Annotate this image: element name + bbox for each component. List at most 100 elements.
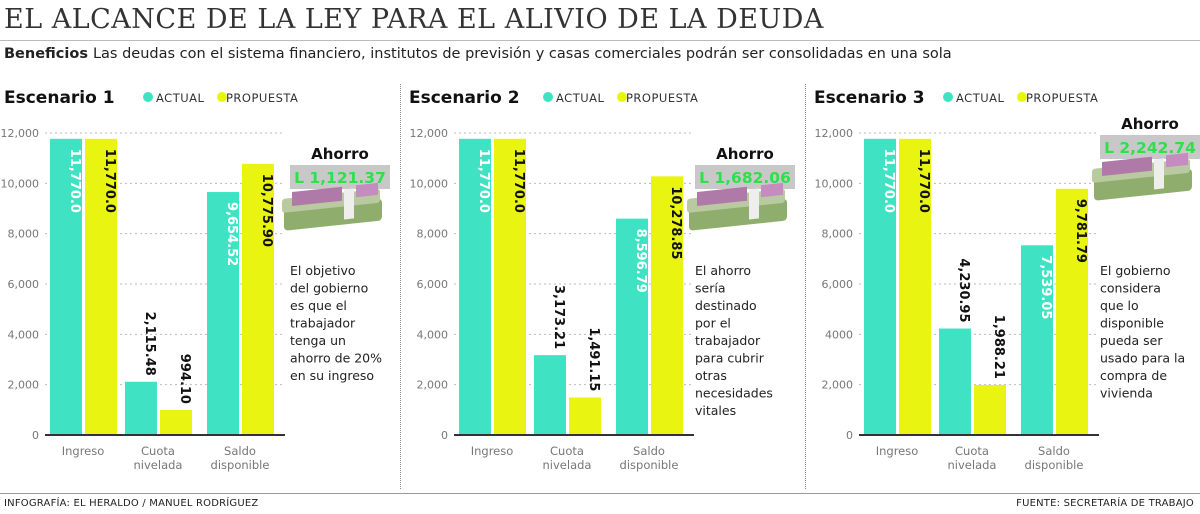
bar-propuesta <box>494 138 526 435</box>
bar-propuesta <box>160 409 192 435</box>
panel-separator <box>400 84 401 489</box>
note-line: para cubrir <box>695 351 765 366</box>
note-line: ahorro de 20% <box>290 351 382 366</box>
ahorro-label: Ahorro <box>716 145 774 163</box>
chart-escenario-2: Escenario 2 ACTUAL PROPUESTA 0 2,000 4,000 6,0… <box>409 88 795 472</box>
x-tick-label: Cuota <box>141 444 175 458</box>
legend-swatch-propuesta <box>1017 92 1027 102</box>
money-band <box>344 188 354 220</box>
y-tick-label: 6,000 <box>417 278 449 291</box>
x-tick-label: nivelada <box>543 458 592 472</box>
x-tick-label: disponible <box>1025 458 1084 472</box>
data-label: 9,654.52 <box>224 202 239 266</box>
x-tick-label: Cuota <box>550 444 584 458</box>
money-bill-print <box>292 186 342 206</box>
note-line: vitales <box>695 403 736 418</box>
y-tick-label: 12,000 <box>1 127 40 140</box>
data-label: 10,278.85 <box>668 186 683 259</box>
bar-actual <box>939 328 971 435</box>
note-line: que lo <box>1100 298 1139 313</box>
note-line: compra de <box>1100 368 1167 383</box>
note-line: El gobierno <box>1100 263 1171 278</box>
y-tick-label: 4000 <box>825 328 853 341</box>
money-band <box>749 188 759 220</box>
chart-title: Escenario 3 <box>814 88 925 108</box>
bar-propuesta <box>974 384 1006 435</box>
money-bill-print <box>761 182 783 198</box>
data-label: 11,770.0 <box>881 149 896 213</box>
data-label: 1,988.21 <box>991 315 1006 379</box>
chart-title: Escenario 1 <box>4 88 115 108</box>
chart-title: Escenario 2 <box>409 88 520 108</box>
y-tick-label: 12,000 <box>815 127 854 140</box>
legend-label-actual: ACTUAL <box>156 91 205 105</box>
subtitle: Beneficios Las deudas con el sistema fina… <box>4 46 952 62</box>
note-line: es que el <box>290 298 347 313</box>
bar-actual <box>1021 245 1053 435</box>
y-tick-label: 8,000 <box>8 228 40 241</box>
data-label: 3,173.21 <box>551 285 566 349</box>
money-stack-icon <box>687 182 787 231</box>
legend-label-actual: ACTUAL <box>556 91 605 105</box>
data-label: 11,770.0 <box>102 149 117 213</box>
bar-actual <box>50 138 82 435</box>
x-tick-label: disponible <box>620 458 679 472</box>
ahorro-value: L 1,121.37 <box>294 169 386 187</box>
infographic-title: EL ALCANCE DE LA LEY PARA EL ALIVIO DE L… <box>4 4 824 35</box>
note-line: El objetivo <box>290 263 356 278</box>
note-line: destinado <box>695 298 757 313</box>
legend-label-propuesta: PROPUESTA <box>1026 91 1098 105</box>
y-tick-label: 12,000 <box>410 127 449 140</box>
note-line: disponible <box>1100 316 1164 331</box>
bar-propuesta <box>899 138 931 435</box>
x-tick-label: Ingreso <box>876 444 919 458</box>
legend-swatch-propuesta <box>217 92 227 102</box>
x-tick-label: Ingreso <box>471 444 514 458</box>
footer-source: FUENTE: SECRETARÍA DE TRABAJO <box>1016 498 1194 509</box>
x-tick-label: Ingreso <box>62 444 105 458</box>
x-tick-label: nivelada <box>134 458 183 472</box>
bar-actual <box>616 218 648 435</box>
y-tick-label: 4,000 <box>417 328 449 341</box>
data-label: 4,230.95 <box>956 258 971 322</box>
x-tick-label: Saldo <box>224 444 256 458</box>
bar-actual <box>207 192 239 435</box>
note-line: necesidades <box>695 386 773 401</box>
note-line: por el <box>695 316 731 331</box>
data-label: 8,596.79 <box>633 229 648 293</box>
panel-separator <box>805 84 806 489</box>
y-tick-label: 4,000 <box>8 328 40 341</box>
subtitle-bold: Beneficios <box>4 46 88 62</box>
money-stack-icon <box>282 182 382 231</box>
data-label: 1,491.15 <box>586 327 601 391</box>
y-tick-label: 8,000 <box>417 228 449 241</box>
y-tick-label: 2,000 <box>417 379 449 392</box>
y-tick-label: 6,000 <box>8 278 40 291</box>
note-line: en su ingreso <box>290 368 374 383</box>
x-tick-label: nivelada <box>948 458 997 472</box>
data-label: 11,770.0 <box>476 149 491 213</box>
note-line: usado para la <box>1100 351 1185 366</box>
legend-swatch-actual <box>543 92 553 102</box>
bar-propuesta <box>651 176 683 435</box>
data-label: 10,775.90 <box>259 174 274 247</box>
money-bill-print <box>1166 152 1188 168</box>
legend-label-propuesta: PROPUESTA <box>226 91 298 105</box>
ahorro-value: L 2,242.74 <box>1104 139 1196 157</box>
legend-swatch-actual <box>143 92 153 102</box>
bar-actual <box>125 381 157 435</box>
x-tick-label: disponible <box>211 458 270 472</box>
note-line: El ahorro <box>695 263 751 278</box>
footer-credit: INFOGRAFÍA: EL HERALDO / MANUEL RODRÍGUE… <box>4 498 259 509</box>
bar-propuesta <box>1056 188 1088 435</box>
bar-actual <box>534 355 566 435</box>
data-label: 7,539.05 <box>1038 255 1053 319</box>
money-bill-print <box>697 186 747 206</box>
title-divider <box>0 40 1200 41</box>
y-tick-label: 0 <box>441 429 448 442</box>
y-tick-label: 10,000 <box>1 177 40 190</box>
ahorro-value: L 1,682.06 <box>699 169 791 187</box>
bar-propuesta <box>242 163 274 435</box>
money-bill-print <box>1102 156 1152 176</box>
data-label: 11,770.0 <box>511 149 526 213</box>
